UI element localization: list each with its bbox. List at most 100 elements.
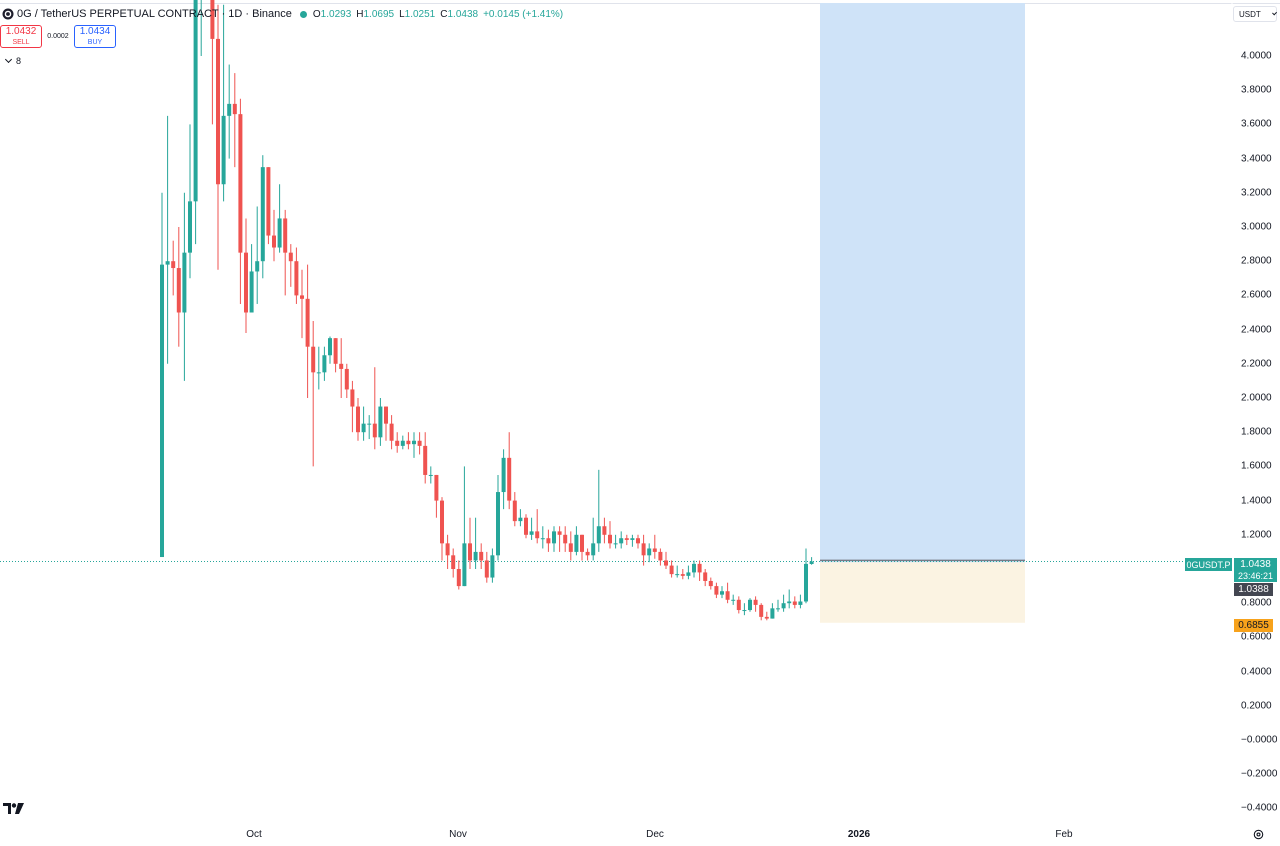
candle xyxy=(731,594,736,605)
candle-body xyxy=(322,355,327,373)
sell-button[interactable]: 1.0432 SELL xyxy=(0,24,42,48)
candle-body xyxy=(574,534,579,552)
candle-body xyxy=(294,261,299,296)
candle-body xyxy=(596,526,601,544)
candle xyxy=(596,469,601,552)
candle xyxy=(356,398,360,441)
candle-body xyxy=(277,218,282,248)
candle xyxy=(328,336,332,364)
candle xyxy=(367,415,372,440)
candle-body xyxy=(227,103,232,116)
price-tick: 3.6000 xyxy=(1241,118,1272,130)
candle xyxy=(423,432,428,484)
candle xyxy=(580,534,584,561)
candle xyxy=(333,338,338,373)
candle-body xyxy=(210,0,215,39)
price-tick: 3.4000 xyxy=(1241,153,1272,165)
ohlc-close: C1.0438 xyxy=(440,8,479,20)
candle-body xyxy=(697,563,702,573)
candle xyxy=(787,589,792,609)
candle xyxy=(400,435,405,450)
price-tick: 3.2000 xyxy=(1241,187,1272,199)
candle-body xyxy=(680,574,685,576)
candle xyxy=(619,531,624,549)
position-loss-zone[interactable] xyxy=(820,562,1025,623)
position-profit-zone[interactable] xyxy=(820,3,1025,563)
candle xyxy=(311,321,316,467)
candle xyxy=(720,586,724,599)
spread-value: 0.0002 xyxy=(47,32,69,40)
candle-body xyxy=(647,548,652,556)
candle xyxy=(462,466,467,587)
candle xyxy=(216,4,220,270)
candle xyxy=(350,380,355,433)
candle xyxy=(344,363,349,398)
candle-body xyxy=(529,531,534,535)
buy-button[interactable]: 1.0434 BUY xyxy=(74,24,116,48)
candle xyxy=(479,543,484,569)
candle-body xyxy=(619,538,624,544)
candle-body xyxy=(714,586,719,595)
candle xyxy=(776,599,780,612)
candle-body xyxy=(535,531,540,539)
candle-body xyxy=(748,599,752,611)
candle xyxy=(182,192,187,381)
candle xyxy=(249,244,254,313)
candle-body xyxy=(361,423,366,433)
candle-body xyxy=(328,338,332,356)
symbol-title[interactable]: 0G / TetherUS PERPETUAL CONTRACT · 1D · … xyxy=(17,8,292,20)
candle-body xyxy=(456,569,461,587)
candle xyxy=(680,569,685,580)
candle-body xyxy=(356,406,360,433)
candle xyxy=(742,603,747,616)
candle xyxy=(255,206,260,304)
candle-body xyxy=(193,0,198,202)
time-tick: Dec xyxy=(646,829,664,840)
price-tick: 0.6000 xyxy=(1241,631,1272,643)
time-tick: 2026 xyxy=(847,829,871,840)
price-tick: 1.2000 xyxy=(1241,529,1272,541)
candle xyxy=(395,432,400,453)
price-tick: 3.8000 xyxy=(1241,84,1272,96)
candle xyxy=(613,534,618,549)
candle-body xyxy=(468,543,472,561)
candle xyxy=(260,155,265,279)
candle-body xyxy=(221,115,226,185)
symbol-tag: 0GUSDT.P xyxy=(1185,558,1232,571)
position-tool[interactable] xyxy=(820,3,1025,623)
candle-body xyxy=(798,601,803,605)
candle xyxy=(188,124,192,279)
candle xyxy=(641,534,646,566)
candle xyxy=(473,517,478,569)
candle xyxy=(736,596,741,614)
candle xyxy=(238,98,243,304)
candle-body xyxy=(764,616,769,619)
candle xyxy=(316,346,321,390)
candle xyxy=(451,548,456,578)
candle-body xyxy=(675,574,680,576)
currency-selector[interactable]: USDT xyxy=(1233,6,1277,22)
candle-body xyxy=(412,440,416,445)
candle-body xyxy=(608,534,612,544)
candle xyxy=(546,529,551,552)
settings-gear-icon[interactable] xyxy=(1253,829,1264,840)
price-tick: 2.8000 xyxy=(1241,255,1272,267)
price-tick: 1.6000 xyxy=(1241,460,1272,472)
candle-body xyxy=(809,561,814,564)
candle-body xyxy=(417,440,422,446)
candle-body xyxy=(171,261,176,269)
price-tick: 2.0000 xyxy=(1241,392,1272,404)
candle-body xyxy=(288,252,293,262)
tradingview-logo-icon[interactable] xyxy=(3,801,25,815)
last-price-tag: 1.0438 23:46:21 xyxy=(1234,558,1277,582)
candle-body xyxy=(664,560,668,566)
candle-body xyxy=(781,603,786,609)
indicators-toggle[interactable]: 8 xyxy=(2,54,21,67)
candle xyxy=(165,115,170,364)
price-tick: 2.6000 xyxy=(1241,289,1272,301)
candle xyxy=(417,432,422,455)
candle-body xyxy=(182,252,187,313)
candle xyxy=(406,432,411,450)
candle-body xyxy=(216,38,220,185)
